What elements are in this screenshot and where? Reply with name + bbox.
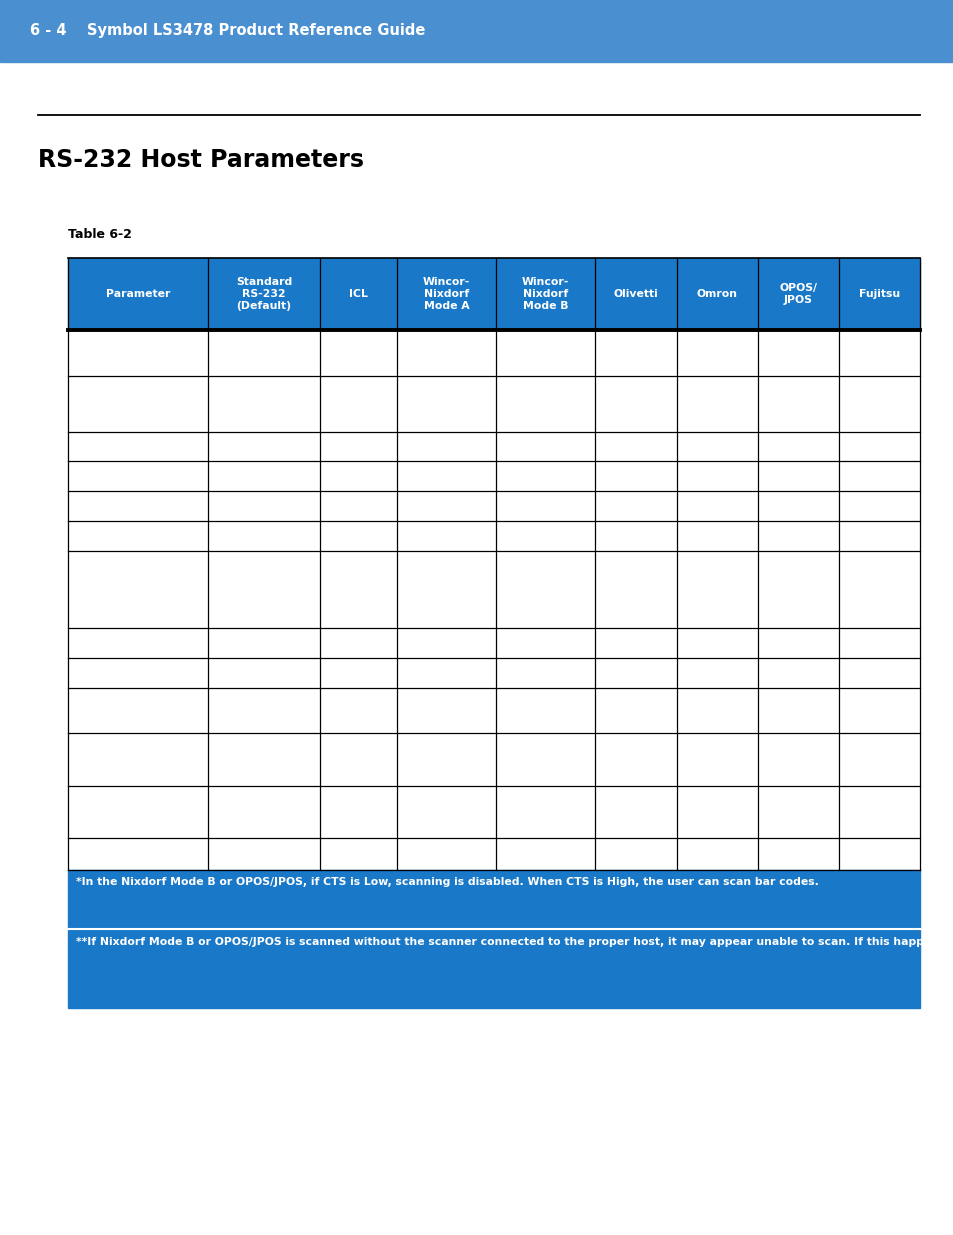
Text: Parameter: Parameter xyxy=(106,289,170,299)
Bar xyxy=(68,930,919,1008)
Text: Olivetti: Olivetti xyxy=(613,289,658,299)
Text: Omron: Omron xyxy=(696,289,737,299)
Text: **If Nixdorf Mode B or OPOS/JPOS is scanned without the scanner connected to the: **If Nixdorf Mode B or OPOS/JPOS is scan… xyxy=(76,937,953,947)
Text: Fujitsu: Fujitsu xyxy=(858,289,899,299)
Bar xyxy=(68,869,919,927)
Text: Wincor-
Nixdorf
Mode B: Wincor- Nixdorf Mode B xyxy=(521,277,569,311)
Text: 6 - 4    Symbol LS3478 Product Reference Guide: 6 - 4 Symbol LS3478 Product Reference Gu… xyxy=(30,23,425,38)
Text: Standard
RS-232
(Default): Standard RS-232 (Default) xyxy=(235,277,292,311)
Bar xyxy=(68,258,919,330)
Text: OPOS/
JPOS: OPOS/ JPOS xyxy=(779,283,817,305)
Text: Table 6-2: Table 6-2 xyxy=(68,228,132,241)
Text: *In the Nixdorf Mode B or OPOS/JPOS, if CTS is Low, scanning is disabled. When C: *In the Nixdorf Mode B or OPOS/JPOS, if … xyxy=(76,877,818,887)
Text: RS-232 Host Parameters: RS-232 Host Parameters xyxy=(38,148,364,172)
Text: Wincor-
Nixdorf
Mode A: Wincor- Nixdorf Mode A xyxy=(422,277,470,311)
Bar xyxy=(0,0,953,62)
Text: ICL: ICL xyxy=(349,289,368,299)
